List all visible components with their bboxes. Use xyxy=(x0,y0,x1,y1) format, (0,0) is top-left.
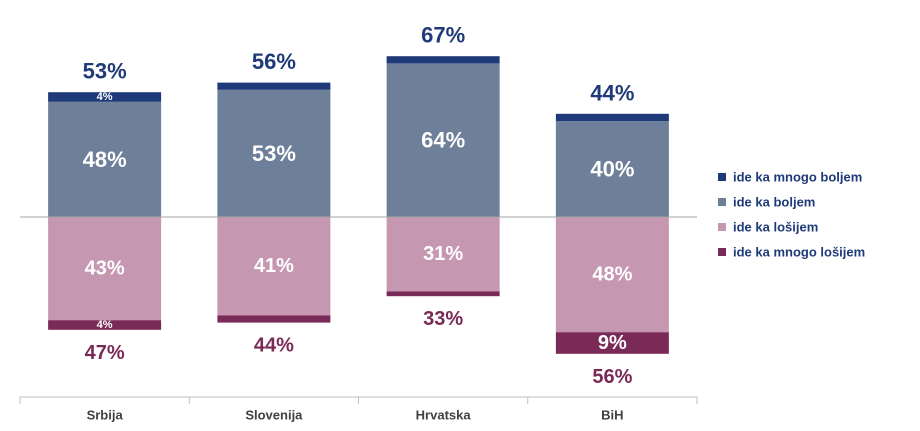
x-tick-label: Slovenija xyxy=(245,408,303,423)
legend-swatch xyxy=(718,248,726,256)
total-positive-label: 67% xyxy=(421,23,465,48)
labels-layer: 48% 4% 53% 43% 4% 47% 53% 56% 41% 44% 64% 67% 31% 33%… xyxy=(83,23,635,388)
bar-segment xyxy=(555,217,669,333)
data-label: 48% xyxy=(83,147,127,172)
bar-segment xyxy=(48,101,162,217)
bar-segment xyxy=(48,92,162,102)
total-negative-label: 56% xyxy=(592,366,632,388)
data-label: 53% xyxy=(252,141,296,166)
total-negative-label: 44% xyxy=(254,335,294,357)
legend-swatch xyxy=(718,173,726,181)
data-label: 40% xyxy=(590,157,634,182)
x-tick-label: Srbija xyxy=(87,408,124,423)
bar-segment xyxy=(555,121,669,217)
data-label: 4% xyxy=(97,319,113,331)
total-negative-label: 33% xyxy=(423,308,463,330)
data-label: 64% xyxy=(421,128,465,153)
bar-segment xyxy=(386,291,500,297)
x-axis: Srbija Slovenija Hrvatska BiH xyxy=(19,397,698,423)
data-label: 31% xyxy=(423,243,463,265)
bar-segment xyxy=(217,315,331,323)
bar-segment xyxy=(386,63,500,218)
legend-label: ide ka mnogo boljem xyxy=(733,170,862,185)
bar-segment xyxy=(48,217,162,321)
data-label: 4% xyxy=(97,91,113,103)
legend-swatch xyxy=(718,198,726,206)
bar-segment xyxy=(386,56,500,64)
total-negative-label: 47% xyxy=(85,342,125,364)
legend-label: ide ka mnogo lošijem xyxy=(733,245,865,260)
bar-segment xyxy=(555,332,669,354)
bar-segment xyxy=(217,82,331,90)
x-tick-label: BiH xyxy=(601,408,623,423)
total-positive-label: 44% xyxy=(590,80,634,105)
bar-segment xyxy=(386,217,500,292)
bars-layer xyxy=(48,56,669,354)
bar-segment xyxy=(48,320,162,330)
total-positive-label: 53% xyxy=(83,59,127,84)
data-label: 48% xyxy=(592,264,632,286)
bar-segment xyxy=(217,89,331,217)
x-tick-label: Hrvatska xyxy=(416,408,472,423)
bar-segment xyxy=(555,113,669,121)
legend-swatch xyxy=(718,223,726,231)
legend-label: ide ka boljem xyxy=(733,195,815,210)
bar-segment xyxy=(217,217,331,316)
data-label: 43% xyxy=(85,258,125,280)
legend-label: ide ka lošijem xyxy=(733,220,818,235)
data-label: 41% xyxy=(254,255,294,277)
total-positive-label: 56% xyxy=(252,49,296,74)
legend: ide ka mnogo boljem ide ka boljem ide ka l… xyxy=(718,170,865,260)
data-label: 9% xyxy=(598,332,627,354)
